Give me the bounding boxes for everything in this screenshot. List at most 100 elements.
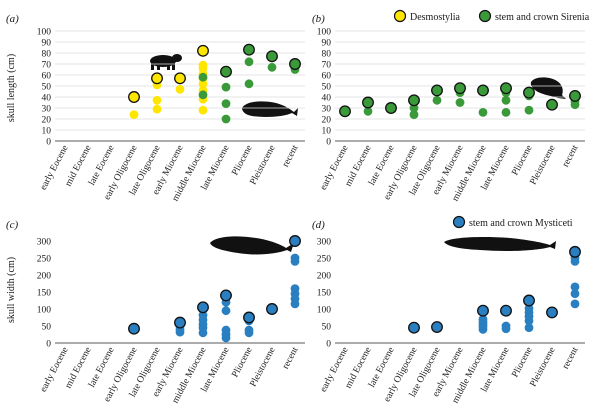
y-tick-label-b-4: 40 bbox=[322, 93, 332, 103]
data-point-a-s1-10 bbox=[266, 50, 278, 63]
y-tick-label-c-0: 0 bbox=[46, 339, 51, 349]
y-tick-label-a-9: 90 bbox=[42, 38, 52, 48]
legend-marker-mysticeti bbox=[452, 215, 466, 229]
data-point-d-s0-15 bbox=[524, 303, 534, 313]
data-point-a-s1-3 bbox=[221, 99, 231, 108]
data-point-b-s0-21 bbox=[546, 98, 558, 111]
desmostylian-silhouette bbox=[150, 54, 182, 70]
data-point-a-s0-5 bbox=[151, 72, 163, 85]
y-tick-label-c-6: 300 bbox=[37, 237, 52, 247]
whale-silhouette-c bbox=[210, 236, 294, 255]
y-tick-label-a-7: 70 bbox=[42, 60, 52, 70]
data-point-b-s0-7 bbox=[432, 95, 442, 105]
y-tick-label-a-3: 30 bbox=[42, 104, 52, 114]
data-point-a-s0-0 bbox=[129, 110, 139, 119]
y-axis-title-a: skull length (cm) bbox=[6, 54, 17, 122]
data-point-a-s1-8 bbox=[243, 43, 255, 56]
y-tick-label-c-4: 200 bbox=[37, 271, 52, 281]
data-point-a-s0-7 bbox=[174, 72, 186, 85]
data-point-d-s0-17 bbox=[546, 306, 558, 319]
y-tick-label-c-1: 50 bbox=[42, 322, 52, 332]
data-point-c-s0-16 bbox=[220, 289, 232, 302]
data-point-d-s0-16 bbox=[523, 294, 535, 307]
y-tick-label-b-7: 70 bbox=[322, 60, 332, 70]
data-point-d-s0-6 bbox=[478, 314, 488, 324]
data-point-b-s0-20 bbox=[523, 86, 535, 99]
data-point-c-s0-10 bbox=[197, 301, 209, 314]
y-tick-label-b-0: 0 bbox=[326, 137, 331, 147]
data-point-a-s1-4 bbox=[221, 82, 231, 92]
data-point-a-s0-16 bbox=[197, 44, 209, 57]
y-tick-label-c-2: 100 bbox=[37, 305, 52, 315]
y-tick-label-a-10: 100 bbox=[37, 27, 52, 37]
data-point-c-s0-9 bbox=[198, 310, 208, 320]
legend-label-mysticeti: stem and crown Mysticeti bbox=[469, 218, 573, 229]
y-tick-label-b-9: 90 bbox=[322, 38, 332, 48]
data-point-b-s0-18 bbox=[524, 105, 534, 115]
y-tick-label-c-3: 150 bbox=[37, 288, 52, 298]
data-point-c-s0-0 bbox=[128, 322, 140, 335]
legend-label-desmostylia: Desmostylia bbox=[410, 12, 461, 23]
y-tick-label-d-6: 300 bbox=[317, 237, 332, 247]
data-point-a-s1-0 bbox=[198, 90, 208, 100]
y-tick-label-a-5: 50 bbox=[42, 82, 52, 92]
sirenian-silhouette bbox=[242, 101, 298, 117]
y-tick-label-a-1: 10 bbox=[42, 126, 52, 136]
y-axis-title-c: skull width (cm) bbox=[6, 257, 17, 323]
legend-d: stem and crown Mysticeti bbox=[452, 215, 573, 229]
x-tick-label-c-10: recent bbox=[281, 345, 301, 370]
x-tick-label-a-8: Pliocene bbox=[230, 144, 254, 178]
data-point-b-s0-8 bbox=[431, 84, 443, 97]
data-point-b-s0-0 bbox=[339, 105, 351, 118]
data-point-c-s0-25 bbox=[290, 284, 300, 293]
x-tick-label-b-8: Pliocene bbox=[510, 144, 534, 178]
y-tick-label-b-10: 100 bbox=[317, 27, 332, 37]
data-point-b-s0-2 bbox=[362, 96, 374, 109]
whale-silhouette-d bbox=[444, 237, 556, 251]
data-point-a-s0-3 bbox=[152, 95, 162, 105]
panel-label-a: (a) bbox=[6, 13, 19, 25]
data-point-b-s0-9 bbox=[455, 98, 465, 107]
data-point-a-s0-1 bbox=[128, 91, 140, 103]
y-tick-label-a-2: 20 bbox=[42, 115, 52, 125]
data-point-d-s0-10 bbox=[500, 304, 512, 317]
data-point-c-s0-14 bbox=[221, 306, 231, 316]
data-point-c-s0-20 bbox=[243, 311, 255, 324]
y-tick-label-d-3: 150 bbox=[317, 288, 332, 298]
y-tick-label-b-8: 80 bbox=[322, 49, 332, 59]
data-point-d-s0-7 bbox=[477, 304, 489, 317]
data-point-a-s1-7 bbox=[244, 57, 254, 67]
legend-marker-desmostylia bbox=[393, 9, 407, 23]
data-point-c-s0-27 bbox=[290, 253, 300, 263]
y-tick-label-b-6: 60 bbox=[322, 71, 332, 81]
manatee-silhouette bbox=[530, 77, 566, 99]
x-tick-label-a-10: recent bbox=[281, 143, 301, 168]
y-tick-label-d-0: 0 bbox=[326, 339, 331, 349]
data-point-a-s0-2 bbox=[152, 104, 162, 114]
data-point-c-s0-29 bbox=[289, 235, 301, 247]
data-point-b-s0-4 bbox=[409, 110, 419, 119]
y-tick-label-d-2: 100 bbox=[317, 305, 332, 315]
data-point-b-s0-15 bbox=[501, 95, 511, 105]
data-point-d-s0-11 bbox=[524, 323, 534, 333]
data-point-b-s0-11 bbox=[454, 82, 466, 95]
x-tick-label-c-8: Pliocene bbox=[230, 346, 254, 380]
data-point-c-s0-13 bbox=[221, 325, 231, 335]
data-point-b-s0-6 bbox=[408, 94, 420, 107]
data-point-b-s0-1 bbox=[363, 106, 373, 116]
data-point-b-s0-13 bbox=[477, 84, 489, 97]
y-tick-label-b-1: 10 bbox=[322, 126, 332, 136]
data-point-a-s1-2 bbox=[221, 114, 231, 124]
data-point-c-s0-21 bbox=[266, 303, 278, 315]
panel-label-c: (c) bbox=[6, 219, 19, 231]
data-point-a-s0-15 bbox=[198, 60, 208, 70]
data-point-a-s1-12 bbox=[289, 58, 301, 70]
y-tick-label-b-2: 20 bbox=[322, 115, 332, 125]
data-point-b-s0-17 bbox=[500, 82, 512, 95]
y-tick-label-a-0: 0 bbox=[46, 137, 51, 147]
data-point-d-s0-20 bbox=[570, 282, 580, 292]
y-tick-label-c-5: 250 bbox=[37, 254, 52, 264]
data-point-a-s0-8 bbox=[198, 105, 208, 115]
